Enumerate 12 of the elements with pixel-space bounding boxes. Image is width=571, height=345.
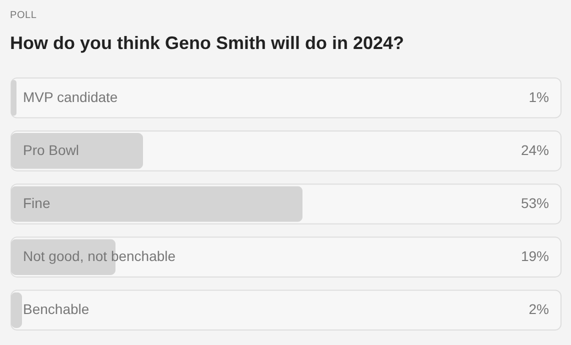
data-label: 24% [520,142,549,158]
data-label: 1% [528,88,549,105]
data-label: 2% [528,301,549,318]
y-tick-label: Pro Bowl [23,142,80,158]
y-tick-label: MVP candidate [23,88,118,105]
y-tick-label: Not good, not benchable [23,248,176,264]
data-label: 53% [520,195,549,211]
y-tick-label: Benchable [23,301,90,318]
y-tick-label: Fine [23,195,50,211]
chart-subtitle: POLL [10,10,37,21]
data-label: 19% [520,248,549,264]
chart-title: How do you think Geno Smith will do in 2024? [10,33,404,54]
